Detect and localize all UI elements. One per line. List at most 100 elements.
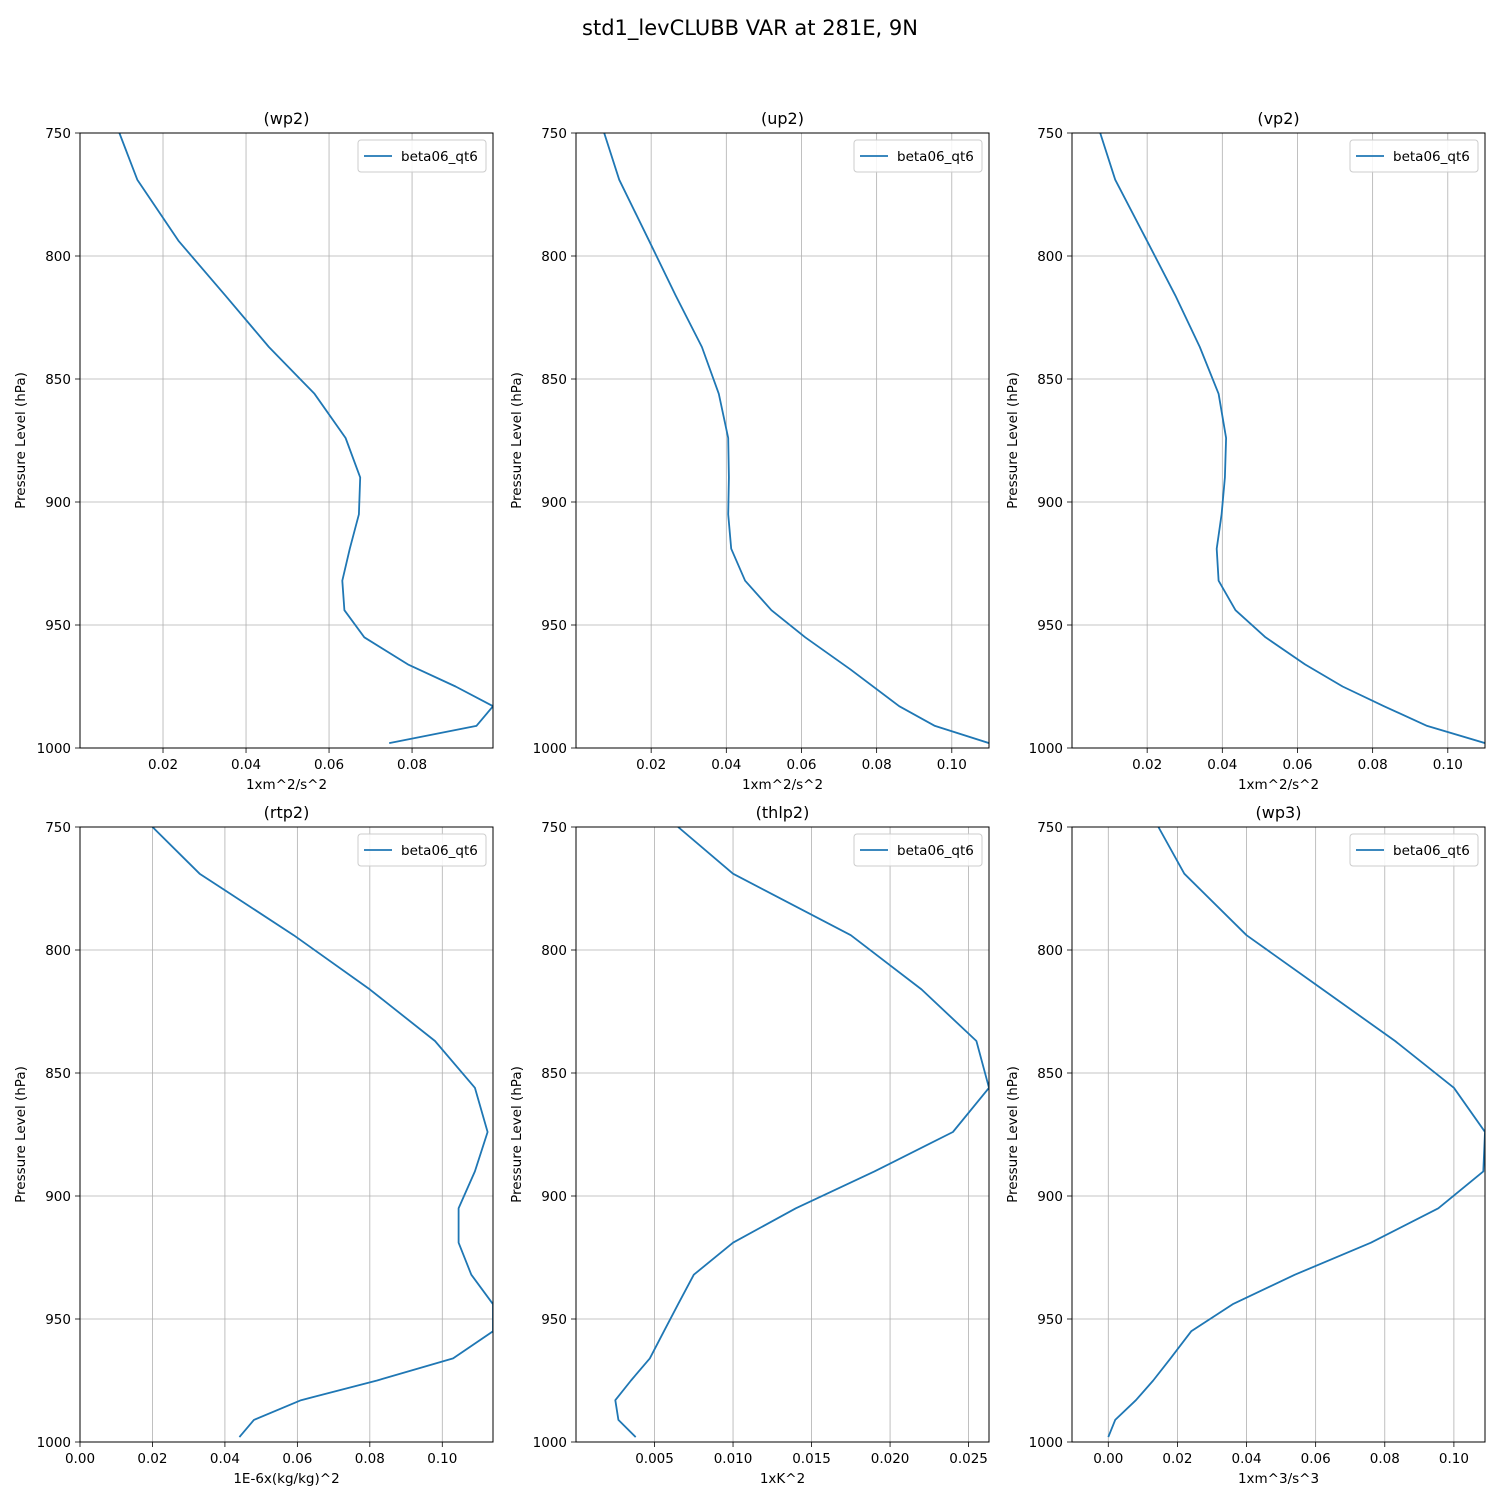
- x-tick-label: 0.010: [714, 1451, 753, 1467]
- x-tick-label: 0.08: [1370, 1451, 1400, 1467]
- x-tick-label: 0.04: [231, 757, 261, 773]
- x-tick-label: 0.020: [871, 1451, 910, 1467]
- subplot-4: 0.00 0.02 0.04 0.06 0.08 0.10 750 800 850 900 950 1…: [13, 803, 494, 1487]
- x-tick-label: 0.06: [282, 1451, 312, 1467]
- x-tick-label: 0.10: [1439, 1451, 1469, 1467]
- x-tick-label: 0.02: [636, 757, 666, 773]
- y-tick-label: 950: [1037, 618, 1063, 634]
- subplot-title: (wp3): [1256, 803, 1302, 822]
- x-tick-label: 0.00: [65, 1451, 95, 1467]
- y-tick-label: 850: [1037, 372, 1063, 388]
- subplot-title: (wp2): [264, 109, 310, 128]
- series-line-1: [603, 133, 989, 744]
- y-tick-label: 750: [541, 126, 567, 142]
- y-tick-label: 800: [1037, 249, 1063, 265]
- y-tick-label: 900: [541, 1189, 567, 1205]
- y-tick-label: 1000: [533, 1435, 567, 1451]
- x-tick-label: 0.10: [937, 757, 967, 773]
- x-tick-label: 0.10: [1433, 757, 1463, 773]
- legend-label: beta06_qt6: [897, 843, 974, 859]
- x-tick-label: 0.04: [1207, 757, 1237, 773]
- series-line-1: [614, 827, 989, 1438]
- y-tick-label: 900: [1037, 495, 1063, 511]
- x-tick-label: 0.025: [949, 1451, 988, 1467]
- y-tick-label: 1000: [1029, 1435, 1063, 1451]
- x-axis-label: 1xm^3/s^3: [1238, 1471, 1319, 1487]
- x-axis-label: 1E-6x(kg/kg)^2: [233, 1471, 339, 1487]
- subplot-title: (vp2): [1257, 109, 1299, 128]
- y-tick-label: 850: [541, 1066, 567, 1082]
- y-axis-label: Pressure Level (hPa): [1005, 1066, 1021, 1203]
- x-axis-label: 1xm^2/s^2: [246, 777, 327, 793]
- x-tick-label: 0.02: [137, 1451, 167, 1467]
- subplot-3: 0.02 0.04 0.06 0.08 0.10 750 800 850 900 950 1000 (…: [1005, 109, 1486, 793]
- y-tick-label: 800: [541, 249, 567, 265]
- legend-label: beta06_qt6: [1393, 843, 1470, 859]
- y-tick-label: 750: [1037, 126, 1063, 142]
- subplot-2: 0.02 0.04 0.06 0.08 0.10 750 800 850 900 950 1000 (…: [509, 109, 990, 793]
- axes-frame: [79, 132, 494, 749]
- legend-box: [853, 833, 983, 867]
- subplot-title: (thlp2): [756, 803, 810, 822]
- y-tick-label: 950: [45, 618, 71, 634]
- y-tick-label: 950: [541, 618, 567, 634]
- y-tick-label: 850: [45, 1066, 71, 1082]
- y-axis-label: Pressure Level (hPa): [13, 1066, 29, 1203]
- legend-box: [357, 139, 487, 173]
- subplot-6: 0.00 0.02 0.04 0.06 0.08 0.10 750 800 850 900 950 1…: [1005, 803, 1486, 1487]
- series-line-1: [1099, 133, 1485, 744]
- y-tick-label: 800: [45, 249, 71, 265]
- series-line-1: [151, 827, 493, 1438]
- x-tick-label: 0.005: [635, 1451, 674, 1467]
- legend-label: beta06_qt6: [401, 149, 478, 165]
- y-axis-label: Pressure Level (hPa): [1005, 372, 1021, 509]
- y-axis-label: Pressure Level (hPa): [13, 372, 29, 509]
- x-axis-label: 1xK^2: [760, 1471, 805, 1487]
- axes-frame: [1071, 826, 1486, 1443]
- y-tick-label: 1000: [533, 741, 567, 757]
- y-tick-label: 850: [1037, 1066, 1063, 1082]
- subplot-1: 0.02 0.04 0.06 0.08 750 800 850 900 950 1000 (wp2)…: [13, 109, 494, 793]
- y-tick-label: 800: [541, 943, 567, 959]
- axes-frame: [575, 132, 990, 749]
- y-tick-label: 750: [541, 820, 567, 836]
- legend-box: [1349, 139, 1479, 173]
- x-tick-label: 0.06: [1282, 757, 1312, 773]
- y-tick-label: 900: [45, 495, 71, 511]
- y-tick-label: 950: [541, 1312, 567, 1328]
- y-tick-label: 800: [45, 943, 71, 959]
- legend-label: beta06_qt6: [401, 843, 478, 859]
- y-tick-label: 750: [1037, 820, 1063, 836]
- series-line-1: [118, 133, 493, 744]
- y-tick-label: 800: [1037, 943, 1063, 959]
- x-axis-label: 1xm^2/s^2: [742, 777, 823, 793]
- x-tick-label: 0.00: [1093, 1451, 1123, 1467]
- x-tick-label: 0.015: [792, 1451, 831, 1467]
- y-axis-label: Pressure Level (hPa): [509, 1066, 525, 1203]
- x-tick-label: 0.06: [314, 757, 344, 773]
- legend-box: [853, 139, 983, 173]
- y-tick-label: 750: [45, 126, 71, 142]
- x-tick-label: 0.08: [862, 757, 892, 773]
- x-tick-label: 0.04: [1232, 1451, 1262, 1467]
- axes-frame: [79, 826, 494, 1443]
- x-tick-label: 0.02: [148, 757, 178, 773]
- x-tick-label: 0.04: [711, 757, 741, 773]
- x-tick-label: 0.08: [1358, 757, 1388, 773]
- axes-frame: [575, 826, 990, 1443]
- legend-box: [357, 833, 487, 867]
- y-tick-label: 750: [45, 820, 71, 836]
- y-axis-label: Pressure Level (hPa): [509, 372, 525, 509]
- subplot-title: (up2): [761, 109, 804, 128]
- series-line-1: [1107, 827, 1485, 1438]
- x-tick-label: 0.08: [397, 757, 427, 773]
- y-tick-label: 1000: [37, 1435, 71, 1451]
- y-tick-label: 900: [541, 495, 567, 511]
- y-tick-label: 850: [45, 372, 71, 388]
- x-tick-label: 0.02: [1132, 757, 1162, 773]
- legend-label: beta06_qt6: [1393, 149, 1470, 165]
- legend-label: beta06_qt6: [897, 149, 974, 165]
- y-tick-label: 900: [45, 1189, 71, 1205]
- subplot-5: 0.005 0.010 0.015 0.020 0.025 750 800 850 900 950…: [509, 803, 990, 1487]
- axes-frame: [1071, 132, 1486, 749]
